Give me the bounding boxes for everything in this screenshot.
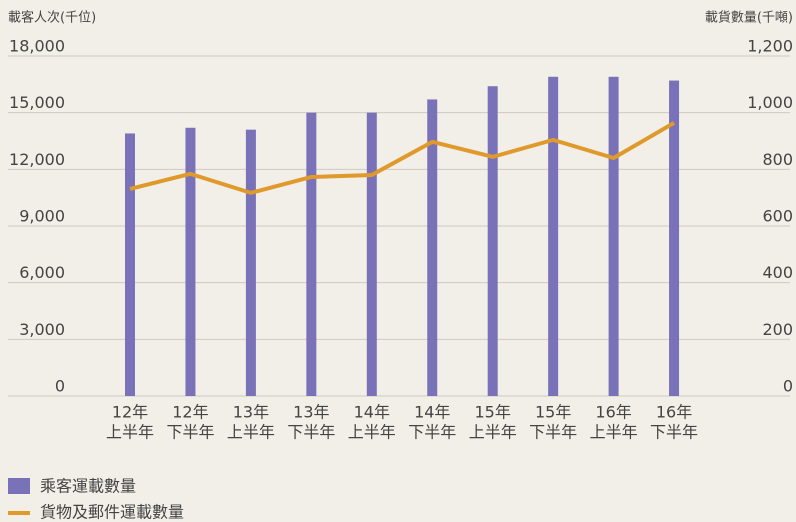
y-axis-label: 載客人次(千位): [8, 10, 96, 26]
x-tick-label: 16年: [656, 403, 692, 422]
bar: [245, 129, 256, 396]
bar: [366, 112, 377, 397]
y-tick-label: 15,000: [9, 93, 65, 112]
x-tick-label: 14年: [354, 403, 390, 422]
x-tick-label: 13年: [293, 403, 329, 422]
y-tick-label: 12,000: [9, 150, 65, 169]
x-tick-label: 上半年: [106, 423, 154, 442]
y2-tick-label: 600: [762, 207, 793, 226]
x-tick-label: 下半年: [287, 423, 335, 442]
legend-swatch: [8, 478, 30, 494]
bar: [487, 86, 498, 396]
x-tick-label: 上半年: [469, 423, 517, 442]
x-tick-label: 14年: [414, 403, 450, 422]
x-tick-label: 上半年: [227, 423, 275, 442]
x-tick-label: 上半年: [590, 423, 638, 442]
x-tick-label: 15年: [535, 403, 571, 422]
bar: [125, 133, 135, 396]
x-tick-label: 12年: [172, 403, 208, 422]
y2-tick-label: 200: [762, 320, 793, 339]
legend-label: 貨物及郵件運載數量: [40, 503, 184, 522]
y2-tick-label: 1,000: [747, 93, 793, 112]
bar: [427, 99, 438, 396]
x-tick-label: 上半年: [348, 423, 396, 442]
x-tick-label: 12年: [112, 403, 148, 422]
y-tick-label: 18,000: [9, 37, 65, 56]
x-tick-label: 下半年: [650, 423, 698, 442]
legend-label: 乘客運載數量: [40, 477, 136, 496]
y2-tick-label: 1,200: [747, 37, 793, 56]
y-tick-label: 3,000: [19, 320, 65, 339]
y2-tick-label: 400: [762, 263, 793, 282]
line: [129, 121, 676, 195]
y2-tick-label: 0: [783, 377, 793, 396]
y-tick-label: 0: [55, 377, 65, 396]
y-tick-label: 9,000: [19, 207, 65, 226]
y2-axis-label: 載貨數量(千噸): [705, 10, 793, 26]
x-tick-label: 15年: [475, 403, 511, 422]
bar: [185, 127, 196, 397]
bar: [669, 80, 680, 397]
bar: [608, 76, 619, 397]
y-tick-label: 6,000: [19, 263, 65, 282]
y2-tick-label: 800: [762, 150, 793, 169]
x-tick-label: 下半年: [408, 423, 456, 442]
x-tick-label: 下半年: [529, 423, 577, 442]
bar: [306, 112, 317, 397]
x-tick-label: 下半年: [166, 423, 214, 442]
bar: [548, 76, 559, 397]
x-tick-label: 13年: [233, 403, 269, 422]
x-tick-label: 16年: [595, 403, 631, 422]
